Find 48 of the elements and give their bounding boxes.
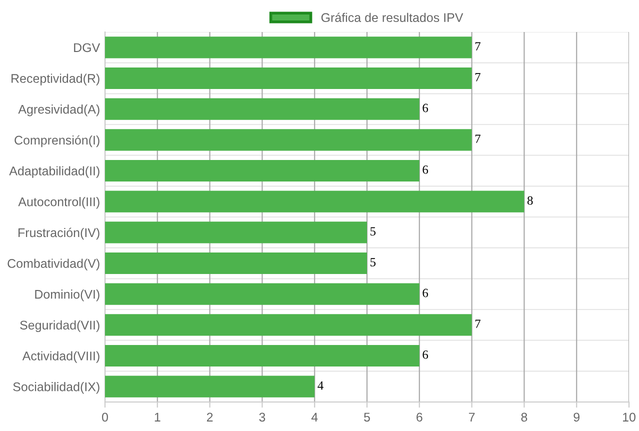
bar [105,376,315,398]
y-tick-label: Agresividad(A) [18,104,100,116]
bar [105,36,472,58]
y-tick-label: Adaptabilidad(II) [9,166,100,178]
data-label: 6 [422,165,428,174]
x-tick-label: 2 [206,412,213,422]
y-tick-label: Receptividad(R) [12,74,100,86]
y-tick-label: Autocontrol(III) [18,197,100,209]
data-label: 4 [318,381,324,390]
data-label: 6 [422,104,428,112]
bar [105,160,420,182]
data-label: 7 [475,320,480,328]
y-tick-label: DGV [74,43,100,52]
bar [105,222,367,244]
y-tick-label: Comprensión(I) [14,135,100,148]
data-label: 7 [475,73,480,82]
bar [105,344,420,367]
bar [105,314,472,336]
data-label: 7 [475,42,480,50]
bar [105,190,524,212]
data-label: 8 [527,196,533,205]
bar [105,67,472,90]
bar [105,283,420,305]
y-tick-label: Combatividad(V) [8,258,100,270]
bar [105,98,420,120]
x-tick-label: 4 [311,412,318,422]
x-tick-label: 1 [154,412,160,422]
y-tick-label: Sociabilidad(IX) [13,382,100,394]
x-tick-label: 5 [364,412,370,422]
x-tick-label: 7 [468,412,475,422]
bar [105,129,472,151]
y-tick-label: Seguridad(VII) [20,320,100,332]
y-tick-label: Dominio(VI) [35,290,100,302]
data-label: 7 [475,134,480,143]
data-label: 6 [422,288,428,298]
x-tick-label: 3 [259,412,266,422]
x-tick-label: 8 [521,412,528,422]
x-tick-label: 10 [623,412,636,422]
y-tick-label: Frustración(IV) [18,228,100,240]
bar [105,252,367,274]
legend-label: Gráfica de resultados IPV [321,12,464,22]
x-tick-label: 6 [416,412,422,422]
x-tick-label: 9 [574,412,580,422]
y-tick-label: Actividad(VIII) [22,351,100,363]
data-label: 5 [370,258,376,266]
data-label: 5 [370,227,376,236]
x-tick-label: 0 [102,412,108,422]
data-label: 6 [422,350,428,359]
